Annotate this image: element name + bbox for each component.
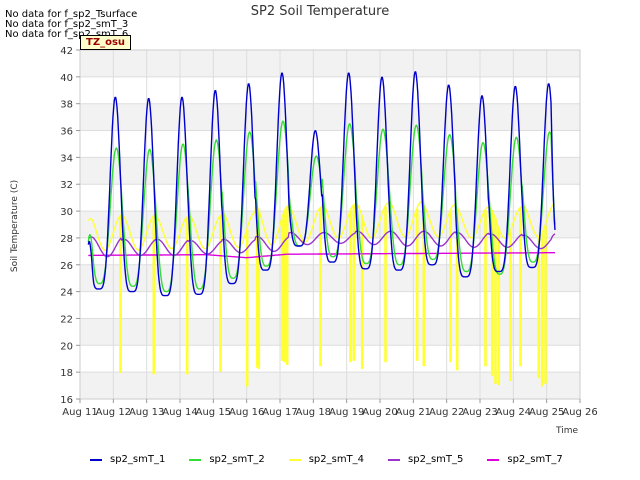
legend-swatch-smt4 (288, 458, 301, 461)
legend-item-smt1: sp2_smT_1 (90, 454, 165, 465)
y-tick-label: 24 (60, 288, 73, 299)
series-dropout-sp2_smT_4 (257, 209, 261, 369)
x-tick-label: Aug 22 (429, 407, 464, 418)
x-tick-label: Aug 17 (262, 407, 297, 418)
x-tick-label: Aug 12 (96, 407, 131, 418)
legend-label-smt5: sp2_smT_5 (408, 454, 464, 465)
legend-swatch-smt2 (189, 458, 202, 461)
plot-band (80, 103, 580, 131)
series-dropout-sp2_smT_4 (283, 211, 286, 363)
y-tick-label: 38 (60, 100, 73, 111)
x-axis-title: Time (555, 426, 578, 436)
series-line-sp2_smT_5 (88, 230, 556, 258)
series-dropout-sp2_smT_4 (245, 229, 249, 387)
series-dropout-sp2_smT_4 (415, 208, 419, 361)
series-dropout-sp2_smT_4 (360, 215, 364, 369)
chart-legend: sp2_smT_1 sp2_smT_2 sp2_smT_4 sp2_smT_5 … (90, 454, 587, 465)
series-dropout-sp2_smT_4 (484, 210, 487, 367)
y-tick-label: 20 (60, 341, 73, 352)
series-dropout-sp2_smT_4 (497, 227, 501, 385)
chart-title: SP2 Soil Temperature (251, 4, 389, 19)
legend-item-smt4: sp2_smT_4 (288, 454, 365, 465)
x-tick-label: Aug 20 (362, 407, 397, 418)
series-dropout-sp2_smT_4 (119, 216, 122, 373)
series-dropout-sp2_smT_4 (494, 217, 497, 384)
x-tick-label: Aug 19 (329, 407, 364, 418)
y-tick-label: 18 (60, 368, 73, 379)
legend-item-smt5: sp2_smT_5 (388, 454, 463, 465)
x-tick-label: Aug 16 (229, 407, 264, 418)
legend-label-smt7: sp2_smT_7 (507, 454, 563, 465)
y-tick-label: 32 (60, 180, 73, 191)
series-dropout-sp2_smT_4 (519, 207, 522, 367)
series-dropout-sp2_smT_4 (449, 211, 452, 363)
series-dropout-sp2_smT_4 (509, 231, 512, 381)
y-tick-label: 22 (60, 314, 73, 325)
x-tick-label: Aug 21 (396, 407, 431, 418)
no-data-note-smt6: No data for f_sp2_smT_6 (5, 29, 129, 40)
x-tick-label: Aug 26 (562, 407, 597, 418)
legend-swatch-smt7 (487, 458, 500, 461)
series-line-sp2_smT_1 (87, 71, 556, 297)
legend-swatch-smt1 (90, 458, 102, 461)
series-dropout-sp2_smT_4 (185, 217, 189, 375)
y-tick-label: 28 (60, 234, 73, 245)
y-tick-label: 26 (60, 261, 73, 272)
plot-band (80, 372, 580, 399)
series-dropout-sp2_smT_4 (422, 205, 426, 367)
x-tick-label: Aug 24 (496, 407, 531, 418)
legend-label-smt4: sp2_smT_4 (308, 454, 365, 465)
series-dropout-sp2_smT_4 (537, 236, 541, 379)
x-tick-label: Aug 13 (129, 407, 164, 418)
plot-frame (79, 49, 581, 400)
series-dropout-sp2_smT_4 (490, 210, 494, 376)
series-dropout-sp2_smT_4 (544, 225, 547, 384)
legend-label-smt2: sp2_smT_2 (209, 454, 265, 465)
series-layer (87, 71, 556, 387)
series-dropout-sp2_smT_4 (280, 219, 284, 361)
x-tick-label: Aug 15 (196, 407, 231, 418)
y-tick-label: 36 (60, 127, 73, 138)
legend-swatch-smt5 (388, 458, 401, 461)
no-data-note-tsurface: No data for f_sp2_Tsurface (5, 9, 138, 20)
y-tick-label: 42 (60, 46, 73, 57)
x-tick-label: Aug 11 (62, 407, 97, 418)
series-line-sp2_smT_4 (87, 201, 555, 251)
legend-item-smt2: sp2_smT_2 (189, 454, 265, 465)
y-axis-title: Soil Temperature (C) (10, 180, 20, 272)
legend-item-smt7: sp2_smT_7 (487, 454, 563, 465)
x-tick-label: Aug 18 (296, 407, 331, 418)
series-dropout-sp2_smT_4 (152, 216, 156, 375)
series-dropout-sp2_smT_4 (285, 206, 289, 365)
no-data-note-smt3: No data for f_sp2_smT_3 (5, 19, 129, 30)
x-tick-label: Aug 25 (529, 407, 564, 418)
series-dropout-sp2_smT_4 (384, 206, 387, 363)
series-dropout-sp2_smT_4 (219, 215, 222, 372)
series-dropout-sp2_smT_4 (455, 207, 459, 371)
series-line-sp2_smT_7 (88, 252, 555, 259)
y-tick-label: 30 (60, 207, 73, 218)
series-dropout-sp2_smT_4 (349, 211, 352, 363)
series-dropout-sp2_smT_4 (319, 207, 322, 367)
legend-label-smt1: sp2_smT_1 (110, 454, 166, 465)
timezone-badge: TZ_osu (80, 35, 132, 50)
x-tick-label: Aug 23 (462, 407, 497, 418)
y-tick-label: 16 (60, 395, 73, 406)
plot-band (80, 50, 580, 77)
series-dropout-sp2_smT_4 (352, 205, 356, 361)
plot-band (80, 157, 580, 185)
y-axis-ticks: 16 18 20 22 24 26 28 30 32 34 36 38 40 42 (60, 46, 80, 406)
series-dropout-sp2_smT_4 (540, 233, 544, 387)
x-tick-label: Aug 14 (162, 407, 197, 418)
y-tick-label: 40 (60, 73, 73, 84)
y-tick-label: 34 (60, 153, 73, 164)
